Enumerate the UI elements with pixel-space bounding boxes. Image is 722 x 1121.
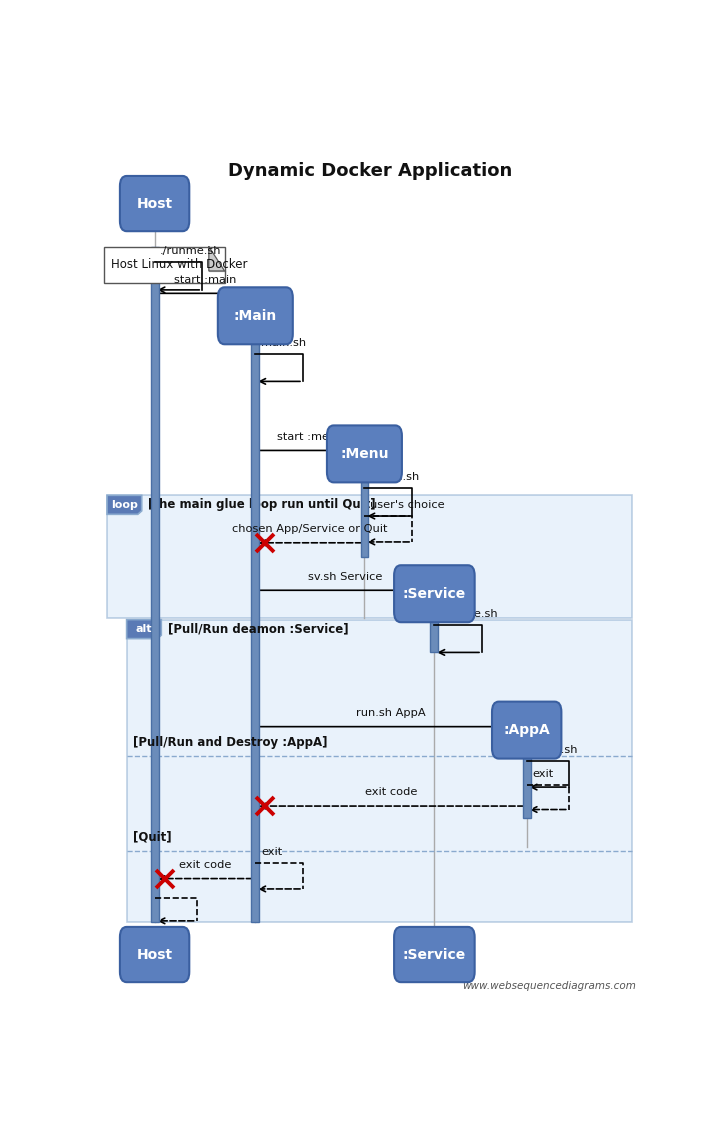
FancyBboxPatch shape [126, 620, 632, 921]
FancyBboxPatch shape [107, 495, 632, 618]
Text: user's choice: user's choice [370, 500, 445, 510]
Text: ./runme.sh: ./runme.sh [160, 247, 222, 257]
Text: [the main glue loop run until Quit]: [the main glue loop run until Quit] [149, 499, 376, 511]
Text: start :main: start :main [174, 275, 236, 285]
Text: exit code: exit code [365, 787, 417, 797]
Text: sv.sh Service: sv.sh Service [308, 572, 382, 582]
Text: chosen App/Service or Quit: chosen App/Service or Quit [232, 525, 388, 535]
FancyBboxPatch shape [360, 472, 368, 557]
Text: Dynamic Docker Application: Dynamic Docker Application [228, 163, 512, 180]
Text: :Menu: :Menu [340, 447, 388, 461]
FancyBboxPatch shape [120, 927, 189, 982]
FancyBboxPatch shape [104, 247, 225, 282]
FancyBboxPatch shape [430, 612, 438, 652]
Polygon shape [107, 495, 142, 515]
Text: :Main: :Main [234, 308, 277, 323]
Text: :Service: :Service [403, 947, 466, 962]
Text: [Pull/Run deamon :Service]: [Pull/Run deamon :Service] [168, 622, 349, 636]
Text: [Pull/Run and Destroy :AppA]: [Pull/Run and Destroy :AppA] [134, 735, 328, 749]
Text: :AppA: :AppA [503, 723, 550, 738]
FancyBboxPatch shape [492, 702, 562, 759]
Text: Host: Host [136, 196, 173, 211]
Text: service.sh: service.sh [440, 609, 497, 619]
Text: alt: alt [136, 624, 152, 634]
Text: loop: loop [111, 500, 138, 510]
Text: :Service: :Service [403, 586, 466, 601]
FancyBboxPatch shape [251, 334, 259, 921]
FancyBboxPatch shape [327, 425, 402, 482]
Text: main.sh: main.sh [261, 337, 306, 348]
FancyBboxPatch shape [151, 247, 159, 921]
Text: AppA.sh: AppA.sh [532, 745, 579, 756]
Text: exit: exit [532, 769, 554, 779]
Text: www.websequencediagrams.com: www.websequencediagrams.com [462, 981, 636, 991]
Text: exit code: exit code [179, 860, 231, 870]
Text: menu.sh: menu.sh [370, 472, 419, 482]
Text: run.sh AppA: run.sh AppA [356, 708, 426, 719]
FancyBboxPatch shape [120, 176, 189, 231]
Polygon shape [209, 247, 225, 271]
FancyBboxPatch shape [218, 287, 293, 344]
Text: [Quit]: [Quit] [134, 831, 172, 844]
Text: Host Linux with Docker: Host Linux with Docker [111, 258, 248, 271]
Polygon shape [126, 620, 161, 639]
FancyBboxPatch shape [523, 748, 531, 818]
Text: start :menu: start :menu [277, 432, 343, 442]
Text: exit: exit [261, 847, 282, 856]
Text: Host: Host [136, 947, 173, 962]
FancyBboxPatch shape [394, 927, 474, 982]
FancyBboxPatch shape [394, 565, 474, 622]
